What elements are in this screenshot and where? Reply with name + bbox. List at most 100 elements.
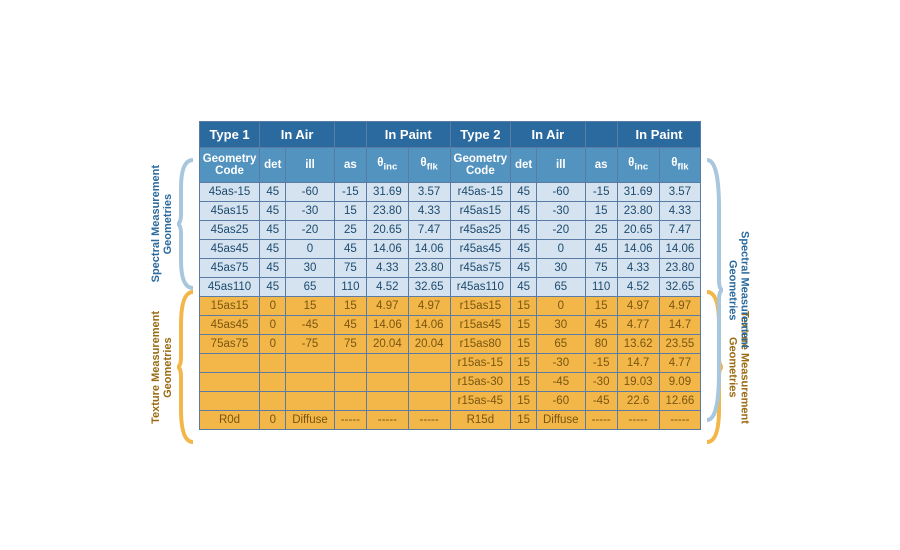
cell-code2: r15as-45 [450, 391, 511, 410]
cell-tinc2: 22.6 [617, 391, 659, 410]
cell-ill2: 30 [536, 258, 585, 277]
cell-det2: 45 [511, 220, 537, 239]
cell-det1: 0 [260, 315, 286, 334]
cell-det1 [260, 391, 286, 410]
cell-det2: 45 [511, 182, 537, 201]
cell-det2: 45 [511, 201, 537, 220]
cell-as1 [334, 391, 366, 410]
cell-det2: 15 [511, 315, 537, 334]
cell-ill2: 0 [536, 296, 585, 315]
cell-code2: r45as15 [450, 201, 511, 220]
cell-tflk1 [408, 391, 450, 410]
cell-ill2: Diffuse [536, 410, 585, 429]
cell-det1: 45 [260, 201, 286, 220]
table-row: 45as-1545-60-1531.693.57r45as-1545-60-15… [199, 182, 701, 201]
cell-as1: 15 [334, 296, 366, 315]
cell-tflk1 [408, 353, 450, 372]
cell-code1 [199, 391, 260, 410]
cell-tflk1: 32.65 [408, 277, 450, 296]
cell-code1: 45as45 [199, 239, 260, 258]
left-texture-brace: Texture MeasurementGeometries [150, 290, 195, 444]
cell-ill1: -30 [286, 201, 335, 220]
cell-ill2: -45 [536, 372, 585, 391]
cell-code2: R15d [450, 410, 511, 429]
cell-as1: 45 [334, 315, 366, 334]
cell-det1 [260, 372, 286, 391]
sub-tflk2: θflk [659, 147, 701, 182]
cell-tflk2: 12.66 [659, 391, 701, 410]
cell-code2: r45as75 [450, 258, 511, 277]
cell-ill1: -60 [286, 182, 335, 201]
right-spectral-label: Spectral MeasurementGeometries [726, 231, 750, 348]
cell-as1: ----- [334, 410, 366, 429]
cell-code1: 45as-15 [199, 182, 260, 201]
cell-tinc2: 31.69 [617, 182, 659, 201]
cell-code1: 45as15 [199, 201, 260, 220]
cell-tflk2: 3.57 [659, 182, 701, 201]
cell-tinc2: 4.77 [617, 315, 659, 334]
cell-tinc2: 4.97 [617, 296, 659, 315]
cell-ill2: 0 [536, 239, 585, 258]
cell-as1 [334, 372, 366, 391]
left-spectral-brace: Spectral MeasurementGeometries [150, 158, 195, 290]
cell-code1: 45as45 [199, 315, 260, 334]
cell-det2: 45 [511, 258, 537, 277]
cell-det2: 15 [511, 353, 537, 372]
cell-tinc2: 20.65 [617, 220, 659, 239]
cell-ill2: -30 [536, 353, 585, 372]
cell-as2: 45 [585, 239, 617, 258]
cell-det1: 0 [260, 296, 286, 315]
cell-code1: 45as25 [199, 220, 260, 239]
cell-det2: 15 [511, 372, 537, 391]
sub-ill2: ill [536, 147, 585, 182]
sub-geom1: GeometryCode [199, 147, 260, 182]
cell-tinc1: 4.33 [366, 258, 408, 277]
cell-det1: 0 [260, 410, 286, 429]
cell-as2: 15 [585, 201, 617, 220]
geometry-table: Type 1 In Air In Paint Type 2 In Air In … [199, 121, 702, 430]
cell-tinc1: 23.80 [366, 201, 408, 220]
cell-det1: 45 [260, 277, 286, 296]
cell-as1: -15 [334, 182, 366, 201]
cell-tflk2: 32.65 [659, 277, 701, 296]
cell-det1: 0 [260, 334, 286, 353]
cell-ill1: 30 [286, 258, 335, 277]
table-row: 45as1545-301523.804.33r45as1545-301523.8… [199, 201, 701, 220]
cell-code1: R0d [199, 410, 260, 429]
cell-code2: r15as-30 [450, 372, 511, 391]
cell-as2: 45 [585, 315, 617, 334]
cell-tinc1 [366, 372, 408, 391]
table-wrap: Spectral MeasurementGeometries Texture M… [150, 106, 751, 444]
cell-tinc1: 20.04 [366, 334, 408, 353]
cell-tinc1: ----- [366, 410, 408, 429]
hdr-inpaint2: In Paint [617, 121, 701, 147]
cell-tflk1: 4.97 [408, 296, 450, 315]
cell-as2: 75 [585, 258, 617, 277]
sub-geom2: GeometryCode [450, 147, 511, 182]
cell-tinc1: 4.97 [366, 296, 408, 315]
hdr-inpaint1: In Paint [366, 121, 450, 147]
cell-as1: 110 [334, 277, 366, 296]
cell-tflk2: 14.7 [659, 315, 701, 334]
cell-tflk2: 23.55 [659, 334, 701, 353]
cell-as2: 25 [585, 220, 617, 239]
cell-code2: r15as45 [450, 315, 511, 334]
cell-det1: 45 [260, 258, 286, 277]
cell-ill1: 65 [286, 277, 335, 296]
cell-as2: ----- [585, 410, 617, 429]
cell-tinc2: 14.06 [617, 239, 659, 258]
cell-tinc1: 20.65 [366, 220, 408, 239]
cell-ill1 [286, 353, 335, 372]
table-row: r15as-4515-60-4522.612.66 [199, 391, 701, 410]
table-row: r15as-3015-45-3019.039.09 [199, 372, 701, 391]
sub-as1: as [334, 147, 366, 182]
cell-ill1 [286, 391, 335, 410]
sub-as2: as [585, 147, 617, 182]
table-body: 45as-1545-60-1531.693.57r45as-1545-60-15… [199, 182, 701, 429]
cell-tinc2: 14.7 [617, 353, 659, 372]
cell-tflk1: 23.80 [408, 258, 450, 277]
cell-ill2: 65 [536, 334, 585, 353]
cell-tflk1: 4.33 [408, 201, 450, 220]
cell-ill2: -30 [536, 201, 585, 220]
cell-det1: 45 [260, 239, 286, 258]
